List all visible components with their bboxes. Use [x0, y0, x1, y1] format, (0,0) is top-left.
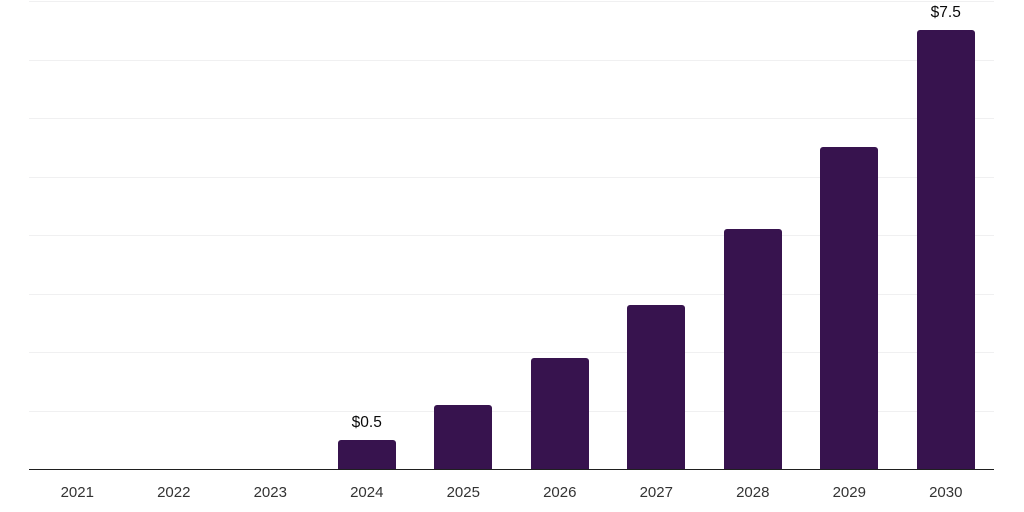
- gridline: [29, 293, 994, 295]
- bar-value-label-2024: $0.5: [351, 413, 382, 431]
- plot-area: $0.5 $7.5: [29, 0, 994, 470]
- x-tick-label-2025: 2025: [446, 484, 480, 501]
- bar-value-label-2030: $7.5: [930, 4, 961, 22]
- bar-2028: [723, 229, 782, 469]
- x-tick-label-2028: 2028: [736, 484, 770, 501]
- x-tick-label-2024: 2024: [350, 484, 384, 501]
- x-tick-label-2030: 2030: [929, 484, 963, 501]
- x-tick-label-2022: 2022: [157, 484, 191, 501]
- bar-2030: [916, 30, 975, 469]
- gridline: [29, 352, 994, 353]
- gridline: [29, 176, 994, 178]
- bar-2024: [337, 439, 396, 469]
- x-tick-label-2027: 2027: [639, 484, 673, 501]
- x-tick-label-2021: 2021: [60, 484, 94, 501]
- gridline: [29, 235, 994, 236]
- gridline: [29, 1, 994, 2]
- gridline: [29, 118, 994, 119]
- gridline: [29, 410, 994, 412]
- bar-2025: [434, 404, 493, 469]
- x-tick-label-2023: 2023: [253, 484, 287, 501]
- x-axis: 2021 2022 2023 2024 2025 2026 2027 2028 2029 2030: [29, 471, 994, 511]
- bar-2027: [627, 305, 686, 469]
- bar-2029: [820, 147, 879, 469]
- x-tick-label-2026: 2026: [543, 484, 577, 501]
- x-tick-label-2029: 2029: [832, 484, 866, 501]
- bar-2026: [530, 357, 589, 469]
- gridline: [29, 59, 994, 61]
